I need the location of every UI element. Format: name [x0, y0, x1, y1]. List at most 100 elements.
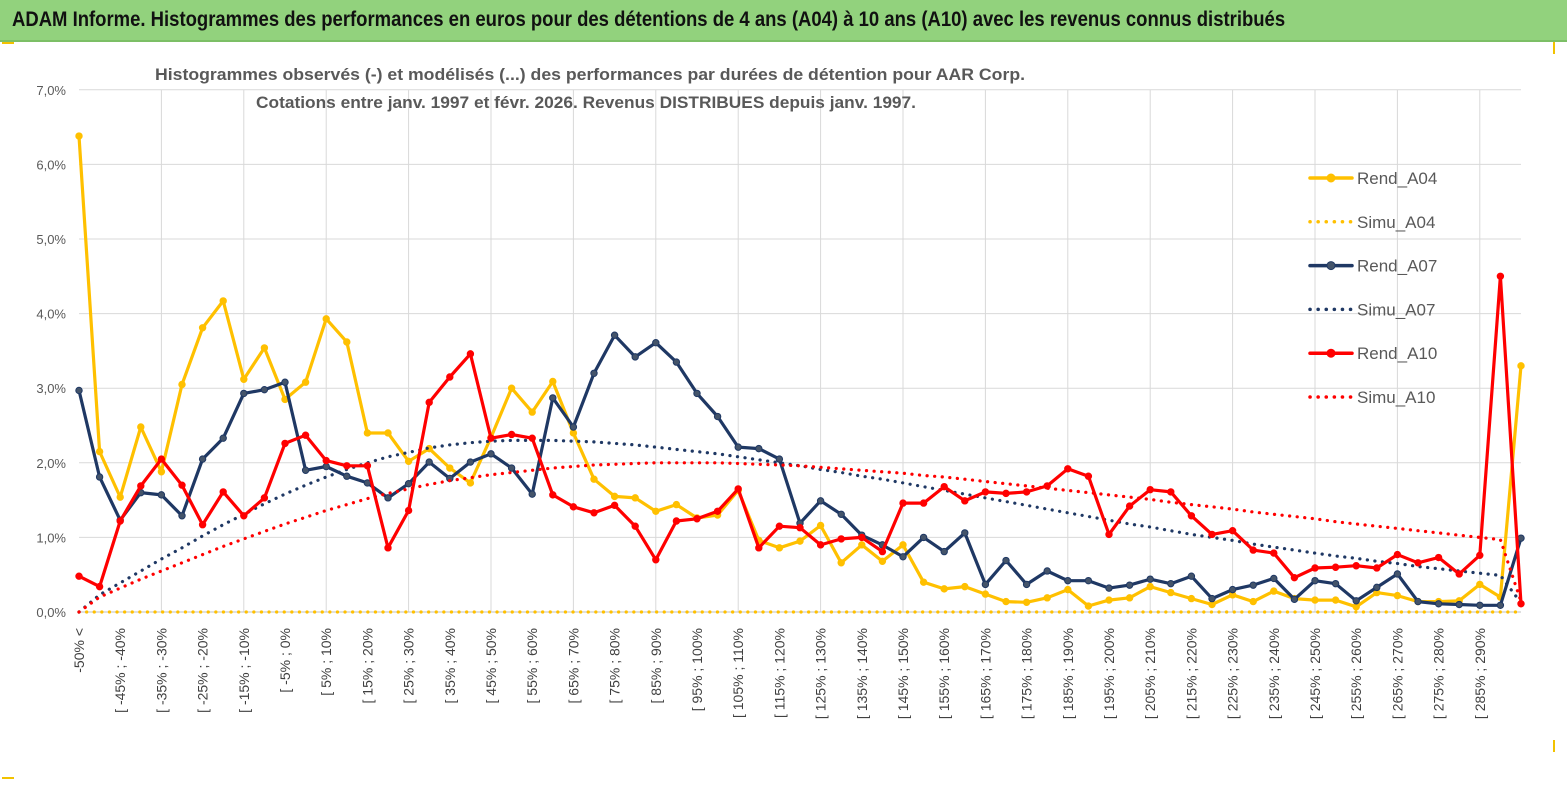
data-point-rend-a10	[1002, 489, 1010, 498]
x-tick-label: [ 25% ; 30%	[401, 628, 417, 704]
data-point-rend-a07	[157, 491, 166, 499]
data-point-rend-a10	[549, 491, 557, 499]
data-point-rend-a10	[878, 547, 887, 556]
data-point-rend-a10	[528, 434, 536, 442]
data-point-rend-a07	[1043, 567, 1051, 575]
data-point-rend-a07	[1167, 579, 1175, 588]
data-point-rend-a07	[1022, 580, 1031, 589]
data-point-rend-a10	[919, 499, 928, 507]
legend-label-rend-a04: Rend_A04	[1357, 169, 1437, 188]
data-point-rend-a07	[1002, 556, 1010, 565]
data-point-rend-a10	[157, 455, 166, 463]
data-point-rend-a10	[281, 439, 289, 448]
x-tick-label: [ 275% ; 280%	[1431, 628, 1447, 719]
data-point-rend-a07	[240, 389, 248, 398]
x-tick-label: [ 255% ; 260%	[1348, 628, 1364, 719]
data-point-rend-a04	[1105, 596, 1113, 604]
x-tick-label: [ 95% ; 100%	[689, 628, 705, 711]
y-tick-label: 5,0%	[36, 232, 66, 247]
legend-label-rend-a10: Rend_A10	[1357, 344, 1437, 363]
data-point-rend-a07	[837, 510, 845, 518]
data-point-rend-a10	[322, 456, 330, 465]
x-tick-label: [ 155% ; 160%	[936, 628, 952, 719]
frame-corner-right	[1553, 42, 1555, 54]
x-tick-label: [ -5% ; 0%	[277, 628, 293, 693]
data-point-rend-a10	[652, 556, 660, 564]
x-tick-label: [ 105% ; 110%	[730, 628, 746, 718]
data-point-rend-a10	[899, 499, 907, 507]
data-point-rend-a07	[713, 412, 722, 421]
x-tick-label: [ 45% ; 50%	[483, 628, 499, 704]
data-point-rend-a07	[343, 472, 351, 480]
data-point-rend-a07	[610, 331, 619, 339]
gridlines	[79, 89, 1521, 612]
data-point-rend-a04	[1208, 600, 1216, 609]
data-point-rend-a04	[137, 423, 145, 431]
data-point-rend-a10	[569, 503, 578, 511]
data-point-rend-a04	[961, 582, 969, 591]
x-tick-label: [ 205% ; 210%	[1142, 628, 1158, 719]
data-point-rend-a04	[796, 537, 804, 545]
data-point-rend-a07	[75, 386, 83, 395]
data-point-rend-a04	[384, 429, 392, 437]
data-point-rend-a10	[1331, 563, 1340, 571]
data-point-rend-a04	[981, 590, 990, 598]
data-point-rend-a04	[1331, 596, 1340, 604]
data-point-rend-a10	[1270, 549, 1278, 557]
data-point-rend-a04	[507, 384, 516, 392]
x-tick-label: [ 215% ; 220%	[1183, 628, 1199, 719]
legend-label-simu-a04: Simu_A04	[1357, 213, 1435, 232]
data-point-rend-a10	[734, 485, 742, 493]
y-tick-label: 1,0%	[36, 530, 66, 545]
y-tick-label: 0,0%	[36, 605, 66, 620]
data-point-rend-a10	[610, 501, 619, 510]
data-point-rend-a07	[260, 385, 269, 394]
x-tick-label: [ 225% ; 230%	[1225, 628, 1241, 719]
data-point-rend-a07	[404, 479, 413, 488]
data-point-rend-a04	[446, 464, 454, 472]
data-point-rend-a04	[1125, 594, 1134, 602]
data-point-rend-a04	[1311, 596, 1319, 604]
data-point-rend-a10	[507, 430, 516, 439]
data-point-rend-a07	[899, 553, 907, 561]
data-point-rend-a10	[446, 373, 454, 381]
data-point-rend-a10	[1105, 530, 1113, 539]
data-point-rend-a10	[219, 488, 227, 496]
data-point-rend-a07	[569, 423, 578, 431]
data-point-rend-a10	[1352, 562, 1360, 570]
data-point-rend-a04	[858, 541, 866, 549]
data-point-rend-a04	[219, 297, 227, 305]
data-point-rend-a07	[961, 529, 969, 537]
data-point-rend-a07	[384, 494, 392, 502]
data-point-rend-a04	[1064, 585, 1072, 594]
data-point-rend-a04	[652, 507, 660, 515]
data-point-rend-a07	[198, 455, 207, 463]
data-point-rend-a04	[1002, 597, 1010, 606]
x-tick-label: [ 235% ; 240%	[1266, 628, 1282, 719]
legend-label-simu-a10: Simu_A10	[1357, 388, 1435, 407]
data-point-rend-a07	[734, 443, 742, 451]
data-point-rend-a04	[404, 457, 413, 466]
data-point-rend-a07	[1084, 576, 1093, 585]
data-point-rend-a07	[301, 466, 310, 474]
data-point-rend-a04	[1249, 597, 1257, 606]
y-axis: 0,0% 1,0% 2,0% 3,0% 4,0% 5,0% 6,0% 7,0%	[36, 83, 66, 620]
data-point-rend-a10	[631, 522, 639, 530]
data-point-rend-a07	[590, 369, 598, 377]
data-point-rend-a10	[816, 541, 825, 549]
data-point-rend-a10	[1393, 550, 1402, 559]
data-point-rend-a07	[816, 497, 825, 505]
data-point-rend-a07	[1290, 595, 1299, 604]
data-point-rend-a10	[1311, 564, 1319, 572]
x-tick-label: [ 265% ; 270%	[1389, 628, 1405, 719]
data-point-rend-a04	[528, 408, 536, 416]
data-point-rend-a07	[1393, 570, 1402, 578]
data-point-rend-a04	[1022, 598, 1031, 607]
series-line-simu-a10	[77, 461, 1523, 614]
series-line-rend-a04	[77, 134, 1523, 609]
series-line-rend-a07	[77, 333, 1523, 607]
data-point-rend-a07	[1496, 601, 1505, 609]
data-point-rend-a10	[1064, 465, 1072, 473]
data-point-rend-a07	[1249, 581, 1257, 589]
data-point-rend-a10	[590, 509, 598, 517]
